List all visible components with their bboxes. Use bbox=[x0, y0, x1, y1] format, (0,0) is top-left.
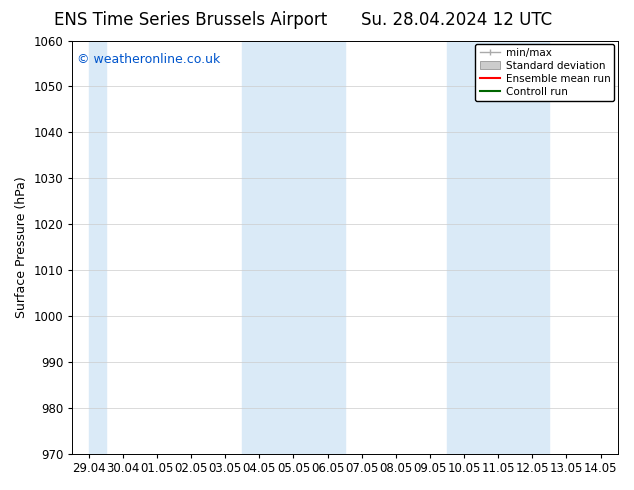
Bar bbox=[242, 41, 345, 454]
Text: Su. 28.04.2024 12 UTC: Su. 28.04.2024 12 UTC bbox=[361, 11, 552, 29]
Bar bbox=[447, 41, 549, 454]
Text: ENS Time Series Brussels Airport: ENS Time Series Brussels Airport bbox=[54, 11, 327, 29]
Bar bbox=[89, 41, 106, 454]
Text: © weatheronline.co.uk: © weatheronline.co.uk bbox=[77, 53, 221, 66]
Legend: min/max, Standard deviation, Ensemble mean run, Controll run: min/max, Standard deviation, Ensemble me… bbox=[476, 44, 614, 101]
Y-axis label: Surface Pressure (hPa): Surface Pressure (hPa) bbox=[15, 176, 28, 318]
